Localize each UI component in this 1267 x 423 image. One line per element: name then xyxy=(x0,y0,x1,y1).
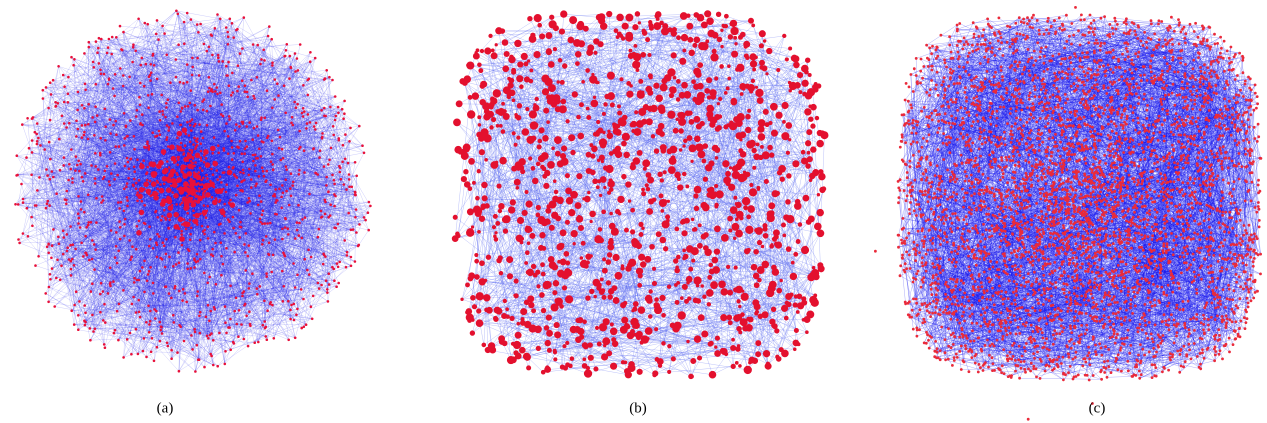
edges xyxy=(455,14,824,377)
page: (a) (b) (c) (() => { const data = JSON.p… xyxy=(0,0,1267,423)
figure: (a) (b) (c) xyxy=(0,0,1267,423)
panel-label: (a) xyxy=(157,400,174,416)
panel-label: (b) xyxy=(629,400,647,416)
network-a xyxy=(14,9,372,372)
panel-label: (c) xyxy=(1089,400,1106,416)
network-b xyxy=(452,10,829,379)
network-c xyxy=(874,0,1262,421)
